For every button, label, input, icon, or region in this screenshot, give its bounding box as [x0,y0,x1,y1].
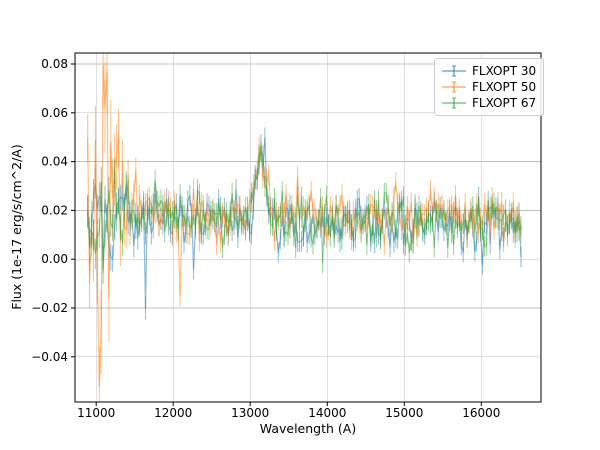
x-tick-label: 16000 [462,406,500,420]
y-tick-label: 0.06 [41,106,68,120]
errorbar-marker-icon [442,97,466,109]
tick-labels: 11000 12000 13000 14000 15000 16000 −0.04 −0.02… [31,57,500,420]
errorbar-marker-icon [442,65,466,77]
line-flxopt-50 [87,64,522,387]
y-tick-label: 0.00 [41,252,68,266]
x-tick-label: 15000 [385,406,423,420]
errorbar-marker-icon [442,81,466,93]
series-lines [87,53,522,402]
legend-label: FLXOPT 30 [472,64,537,78]
legend-label: FLXOPT 67 [472,96,537,110]
y-tick-label: −0.04 [31,350,68,364]
legend-entry: FLXOPT 50 [441,79,536,95]
x-tick-label: 12000 [154,406,192,420]
x-axis-label: Wavelength (A) [259,421,357,436]
x-tick-label: 11000 [77,406,115,420]
legend-entry: FLXOPT 67 [441,95,536,111]
legend: FLXOPT 30 FLXOPT 50 FLXOPT 67 [434,58,545,116]
y-tick-label: 0.02 [41,203,68,217]
y-tick-label: 0.08 [41,57,68,71]
y-tick-label: −0.02 [31,301,68,315]
axis-ticks [71,63,482,406]
legend-entry: FLXOPT 30 [441,63,536,79]
axes-box [74,52,542,403]
legend-label: FLXOPT 50 [472,80,537,94]
x-tick-label: 14000 [308,406,346,420]
line-flxopt-67 [87,151,522,271]
y-tick-label: 0.04 [41,155,68,169]
y-axis-label: Flux (1e-17 erg/s/cm^2/A) [9,144,24,310]
x-tick-label: 13000 [231,406,269,420]
